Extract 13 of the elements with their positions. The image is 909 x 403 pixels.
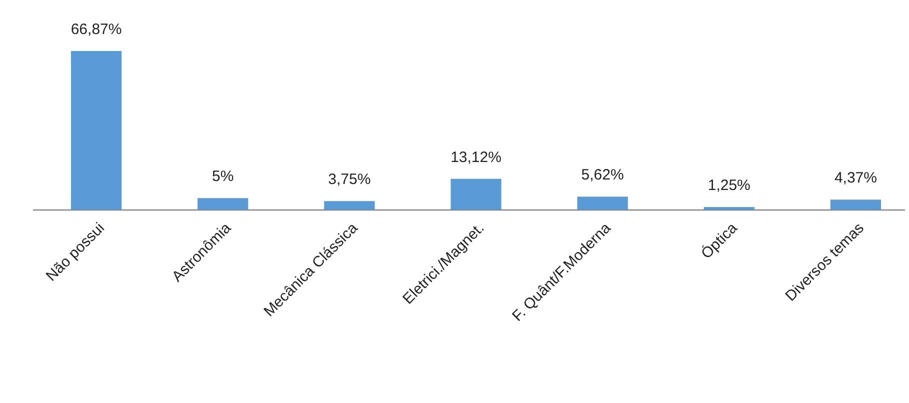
data-label: 13,12% — [450, 148, 502, 166]
data-label: 5% — [212, 168, 234, 186]
data-label: 4,37% — [834, 170, 877, 187]
bar — [70, 51, 122, 210]
data-label: 66,87% — [70, 21, 122, 38]
bar — [198, 198, 248, 210]
data-label: 3,75% — [328, 171, 371, 188]
bar — [450, 178, 502, 210]
data-label: 5,62% — [581, 166, 624, 184]
bar — [830, 200, 882, 210]
data-label: 1,25% — [708, 177, 750, 194]
bar — [577, 196, 628, 210]
bar — [324, 201, 375, 210]
